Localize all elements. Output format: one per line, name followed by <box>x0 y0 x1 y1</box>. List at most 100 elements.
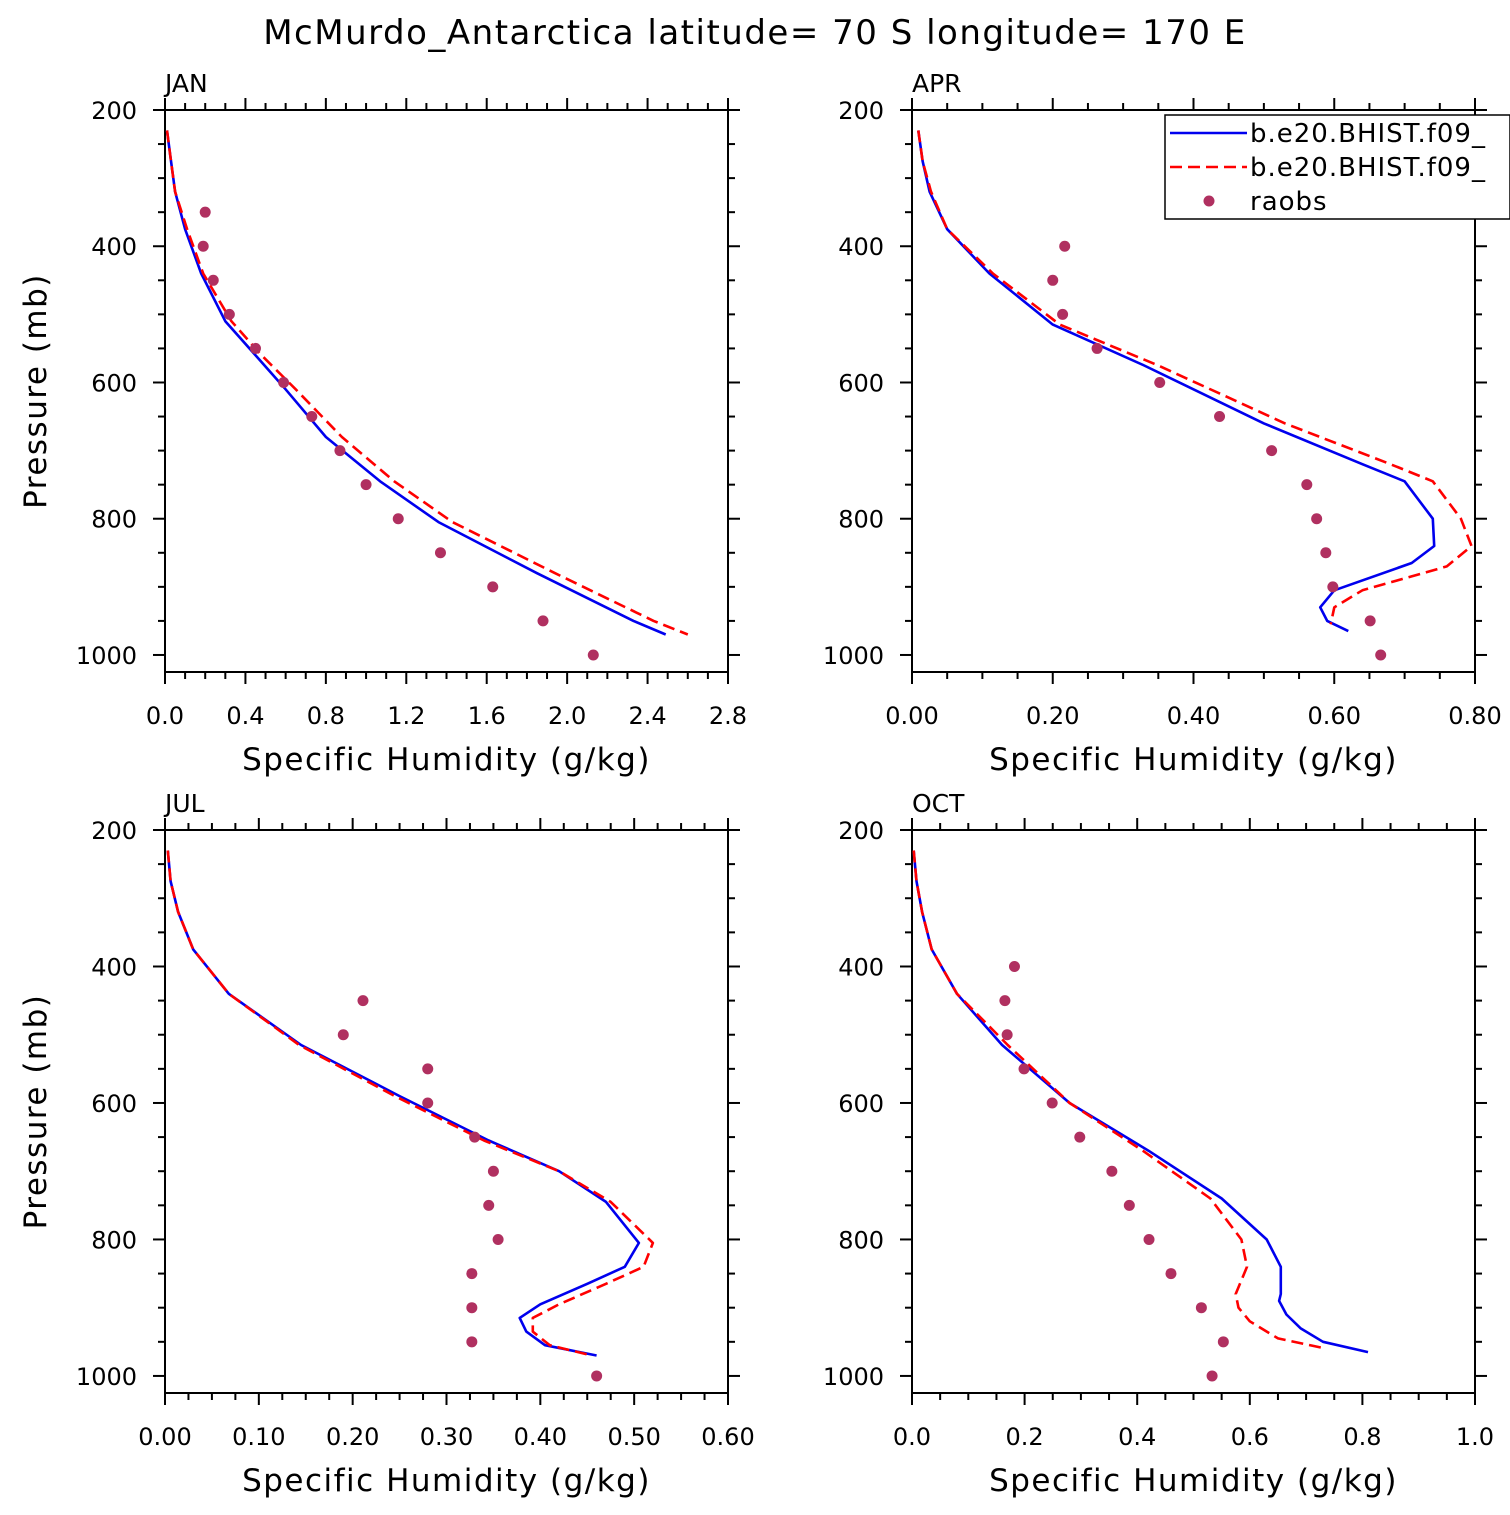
model-solid-line <box>166 850 641 1357</box>
model-dashed-line <box>917 130 1473 625</box>
x-tick-label: 0.40 <box>514 1423 567 1451</box>
y-ticks: 200 400 600 800 1000 <box>76 817 740 1391</box>
raobs-point <box>392 513 404 525</box>
raobs-point <box>1320 547 1332 559</box>
x-tick-label: 0.4 <box>226 702 264 730</box>
y-tick-label: 600 <box>91 369 137 397</box>
x-tick-label: 1.2 <box>387 702 425 730</box>
y-tick-label: 1000 <box>823 1363 884 1391</box>
panel-label: OCT <box>912 789 965 818</box>
raobs-point <box>1217 1336 1229 1348</box>
y-tick-label: 800 <box>838 506 884 534</box>
y-tick-label: 600 <box>838 369 884 397</box>
y-tick-label: 600 <box>838 1090 884 1118</box>
raobs-point <box>223 308 235 320</box>
raobs-point <box>197 240 209 252</box>
x-tick-label: 2.4 <box>628 702 666 730</box>
y-tick-label: 400 <box>838 953 884 981</box>
raobs-point <box>1327 581 1339 593</box>
raobs-point <box>469 1131 481 1143</box>
y-ticks: 200 400 600 800 1000 <box>76 97 740 670</box>
raobs-point <box>1214 411 1226 423</box>
y-tick-label: 1000 <box>76 1363 137 1391</box>
x-tick-label: 0.20 <box>1026 702 1079 730</box>
legend-label: raobs <box>1250 187 1328 217</box>
y-tick-label: 800 <box>838 1226 884 1254</box>
y-tick-label: 400 <box>838 233 884 261</box>
raobs-point <box>207 274 219 286</box>
raobs-point <box>278 376 290 388</box>
legend-raobs-marker <box>1203 195 1215 207</box>
raobs-point <box>1046 1097 1058 1109</box>
raobs-point <box>587 649 599 661</box>
raobs-point <box>1195 1302 1207 1314</box>
model-dashed-line <box>912 850 1327 1350</box>
model-dashed-line <box>165 130 689 636</box>
series-group <box>166 850 655 1382</box>
y-tick-label: 800 <box>91 506 137 534</box>
y-axis-label: Pressure (mb) <box>18 273 54 509</box>
plot-frame <box>911 829 1476 1394</box>
raobs-point <box>999 995 1011 1007</box>
raobs-point <box>1301 479 1313 491</box>
y-ticks: 200 400 600 800 1000 <box>823 97 1487 670</box>
raobs-point <box>422 1063 434 1075</box>
x-tick-label: 0.80 <box>1448 702 1501 730</box>
x-tick-label: 1.6 <box>468 702 506 730</box>
y-tick-label: 800 <box>91 1226 137 1254</box>
y-tick-label: 200 <box>838 817 884 845</box>
y-tick-label: 1000 <box>76 642 137 670</box>
panel-label: JAN <box>163 69 208 98</box>
raobs-point <box>434 547 446 559</box>
model-solid-line <box>917 130 1436 633</box>
x-tick-label: 0.2 <box>1006 1423 1044 1451</box>
raobs-point <box>1018 1063 1030 1075</box>
raobs-point <box>1206 1370 1218 1382</box>
raobs-point <box>306 411 318 423</box>
raobs-point <box>1008 960 1020 972</box>
x-ticks: 0.00 0.10 0.20 0.30 0.40 0.50 0.60 <box>138 818 755 1451</box>
raobs-point <box>360 479 372 491</box>
y-ticks: 200 400 600 800 1000 <box>823 817 1487 1391</box>
x-axis-label: Specific Humidity (g/kg) <box>242 742 651 778</box>
raobs-point <box>1091 342 1103 354</box>
x-ticks: 0.0 0.4 0.8 1.2 1.6 2.0 2.4 2.8 <box>146 98 747 730</box>
x-tick-label: 0.60 <box>1308 702 1361 730</box>
x-tick-label: 0.20 <box>326 1423 379 1451</box>
raobs-point <box>537 615 549 627</box>
figure-title: McMurdo_Antarctica latitude= 70 S longit… <box>263 13 1247 53</box>
raobs-point <box>483 1199 495 1211</box>
raobs-point <box>249 342 261 354</box>
raobs-point <box>466 1268 478 1280</box>
raobs-point <box>1047 274 1059 286</box>
y-tick-label: 1000 <box>823 642 884 670</box>
model-solid-line <box>912 850 1369 1354</box>
raobs-point <box>1266 445 1278 457</box>
series-group <box>912 850 1369 1382</box>
y-tick-label: 400 <box>91 953 137 981</box>
x-tick-label: 0.30 <box>420 1423 473 1451</box>
model-solid-line <box>165 130 667 636</box>
y-tick-label: 200 <box>91 817 137 845</box>
x-ticks: 0.0 0.2 0.4 0.6 0.8 1.0 <box>893 818 1494 1451</box>
x-tick-label: 0.40 <box>1167 702 1220 730</box>
raobs-point <box>1123 1199 1135 1211</box>
x-tick-label: 0.00 <box>138 1423 191 1451</box>
x-tick-label: 2.0 <box>548 702 586 730</box>
series-group <box>917 130 1473 661</box>
panel-jul: 0.00 0.10 0.20 0.30 0.40 0.50 0.60 200 400 600 800… <box>18 789 755 1499</box>
raobs-point <box>466 1336 478 1348</box>
panel-oct: 0.0 0.2 0.4 0.6 0.8 1.0 200 400 600 800 1000 Specif… <box>823 789 1494 1499</box>
raobs-point <box>1364 615 1376 627</box>
raobs-point <box>1001 1029 1013 1041</box>
x-tick-label: 0.10 <box>232 1423 285 1451</box>
raobs-point <box>199 206 211 218</box>
y-tick-label: 200 <box>91 97 137 125</box>
panel-jan: 0.0 0.4 0.8 1.2 1.6 2.0 2.4 2.8 200 400 600 800 1000… <box>18 69 747 778</box>
raobs-point <box>1106 1165 1118 1177</box>
raobs-point <box>357 995 369 1007</box>
y-tick-label: 400 <box>91 233 137 261</box>
plot-frame <box>164 829 729 1394</box>
legend-label: b.e20.BHIST.f09_ <box>1250 119 1486 149</box>
